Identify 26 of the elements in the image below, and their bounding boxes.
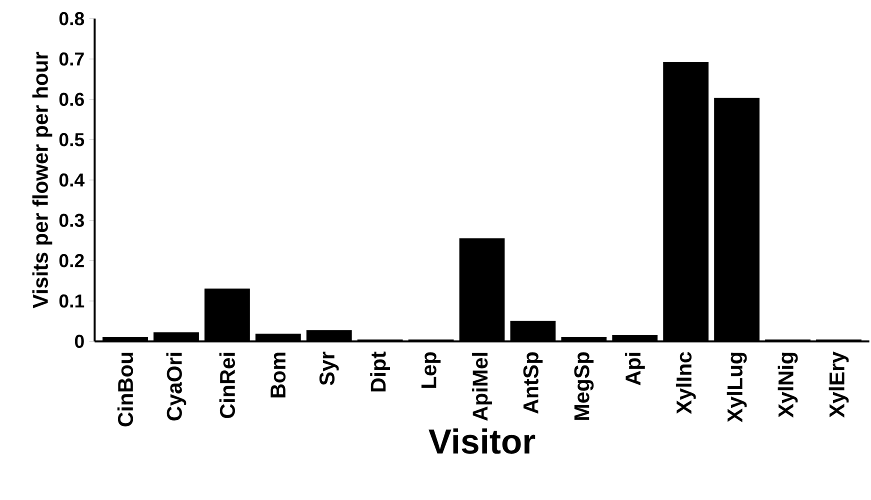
x-tick-label: AntSp [523, 352, 543, 414]
x-tick-label: XylInc [676, 352, 696, 414]
x-tick-label: CinBou [117, 352, 134, 426]
y-tick-label: 0.3 [59, 214, 84, 227]
x-tick-label: MegSp [574, 352, 594, 420]
x-tick-label: Dipt [370, 352, 390, 392]
x-tick-label: CinRei [219, 352, 236, 418]
y-tick-label: 0.2 [59, 254, 84, 268]
y-tick-label: 0.6 [59, 92, 84, 106]
x-tick-label: XylNig [778, 352, 798, 418]
x-tick-label: XylLug [726, 352, 747, 422]
x-tick-label: XylEry [828, 351, 849, 418]
y-tick-label: 0 [74, 334, 84, 348]
y-tick-label: 0.1 [59, 294, 84, 308]
x-tick-label: Syr [319, 352, 339, 386]
x-axis-title: Visitor [428, 428, 536, 454]
x-tick-label: Api [624, 352, 645, 386]
x-tick-label: Bom [270, 352, 286, 398]
y-tick-label: 0.5 [59, 133, 84, 146]
x-tick-label: CyaOri [166, 352, 186, 420]
y-tick-label: 0.7 [59, 52, 84, 66]
y-tick-label: 0.8 [59, 12, 84, 26]
x-tick-label: Lep [421, 352, 441, 388]
y-axis-title: Visits per flower per hour [32, 52, 52, 308]
y-tick-label: 0.4 [59, 173, 85, 187]
x-tick-label: ApiMel [472, 352, 492, 421]
